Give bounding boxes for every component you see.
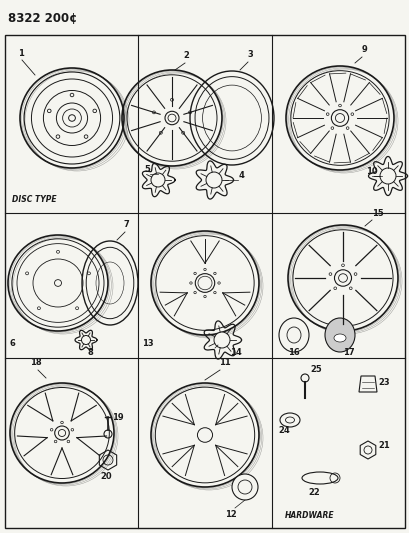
Text: 9: 9 (361, 45, 367, 54)
Text: DISC TYPE: DISC TYPE (12, 195, 56, 204)
Ellipse shape (54, 280, 61, 286)
Text: 14: 14 (229, 348, 241, 357)
Circle shape (213, 332, 229, 348)
Text: 1: 1 (18, 49, 24, 58)
Text: HARDWARE: HARDWARE (285, 511, 334, 520)
Text: 16: 16 (287, 348, 299, 357)
Text: 2: 2 (182, 51, 189, 60)
Ellipse shape (333, 334, 345, 342)
Text: 7: 7 (124, 220, 129, 229)
Text: 23: 23 (377, 378, 389, 387)
Text: 11: 11 (218, 358, 230, 367)
Ellipse shape (324, 318, 354, 352)
Text: 8: 8 (88, 348, 94, 357)
Text: 12: 12 (225, 510, 236, 519)
Circle shape (151, 173, 164, 187)
Ellipse shape (195, 273, 214, 293)
Polygon shape (360, 441, 375, 459)
Ellipse shape (68, 115, 75, 121)
Ellipse shape (164, 111, 179, 125)
Text: 24: 24 (277, 426, 289, 435)
Text: 3: 3 (246, 50, 252, 59)
Text: 10: 10 (365, 167, 377, 176)
Text: 5: 5 (144, 165, 150, 174)
Ellipse shape (54, 426, 69, 440)
Circle shape (231, 474, 257, 500)
Text: 20: 20 (100, 472, 111, 481)
Circle shape (379, 168, 395, 184)
Ellipse shape (197, 427, 212, 442)
Ellipse shape (330, 110, 348, 126)
Text: 13: 13 (142, 339, 153, 348)
Ellipse shape (278, 318, 308, 352)
Text: 25: 25 (309, 365, 321, 374)
Text: 22: 22 (307, 488, 319, 497)
Circle shape (205, 172, 221, 188)
Text: 21: 21 (377, 441, 389, 450)
Text: 17: 17 (342, 348, 354, 357)
Text: 6: 6 (10, 339, 16, 348)
Ellipse shape (334, 270, 351, 286)
Polygon shape (358, 376, 376, 392)
Text: 8322 200¢: 8322 200¢ (8, 12, 77, 25)
Text: 18: 18 (30, 358, 42, 367)
Text: 19: 19 (112, 413, 124, 422)
Circle shape (81, 335, 90, 344)
Text: 4: 4 (238, 171, 244, 180)
Text: 15: 15 (371, 209, 383, 218)
